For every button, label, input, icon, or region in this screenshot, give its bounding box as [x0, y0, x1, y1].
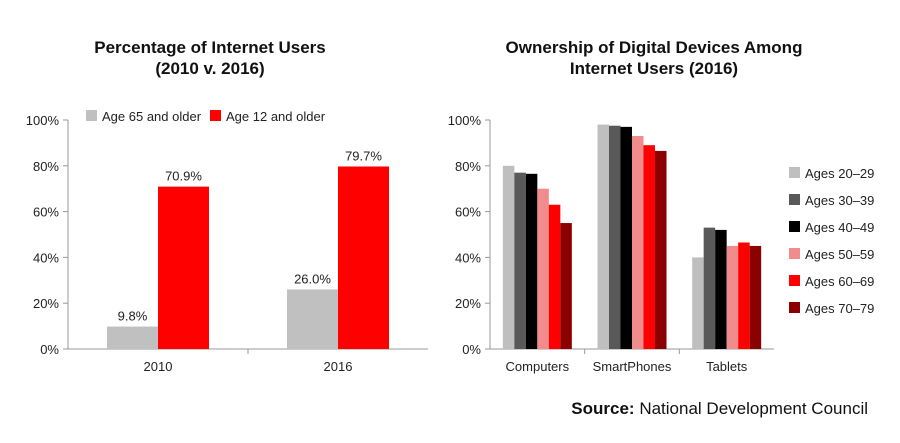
chart1-data-label: 79.7%: [345, 148, 382, 163]
chart1-bar: [158, 186, 209, 349]
chart2-bar: [560, 223, 572, 349]
chart2-legend-label: Ages 70–79: [805, 301, 874, 316]
chart2-y-tick-label: 80%: [455, 159, 481, 174]
chart2-legend-swatch: [789, 221, 800, 232]
chart2-legend-swatch: [789, 194, 800, 205]
chart2-bar: [749, 245, 762, 349]
chart2-legend-swatch: [789, 275, 800, 286]
chart2-y-tick-label: 20%: [455, 296, 481, 311]
chart2-bar: [525, 173, 538, 349]
chart1-title-line: Percentage of Internet Users: [94, 38, 325, 57]
chart2-y-tick-label: 60%: [455, 205, 481, 220]
chart2-category-label: Tablets: [706, 359, 748, 374]
source-label: Source:: [571, 399, 635, 418]
chart2-bar: [692, 257, 704, 349]
chart2-bar: [738, 242, 750, 349]
chart1-y-tick-label: 20%: [33, 296, 59, 311]
chart1-data-label: 9.8%: [118, 309, 148, 324]
chart1-bar: [338, 166, 389, 349]
chart2-legend-label: Ages 20–29: [805, 166, 874, 181]
chart2-legend-label: Ages 40–49: [805, 220, 874, 235]
chart2-y-tick-label: 40%: [455, 250, 481, 265]
chart2-bar: [715, 229, 727, 349]
chart2-legend-label: Ages 60–69: [805, 274, 874, 289]
chart1-y-tick-label: 60%: [33, 205, 59, 220]
chart1-legend-label: Age 65 and older: [102, 109, 202, 124]
chart2-legend-label: Ages 50–59: [805, 247, 874, 262]
chart2-title-line: Internet Users (2016): [570, 59, 738, 78]
source-text: National Development Council: [634, 399, 868, 418]
chart2-bar: [703, 227, 716, 349]
chart1-category-label: 2010: [144, 359, 173, 374]
chart2-bar: [514, 172, 526, 349]
chart2-legend-swatch: [789, 248, 800, 259]
chart2-bar: [726, 245, 739, 349]
chart1-bar: [287, 289, 338, 349]
source-note: Source: National Development Council: [571, 399, 868, 419]
chart2-bar: [548, 204, 561, 349]
chart2-y-tick-label: 0%: [462, 342, 481, 357]
chart2-bar: [609, 125, 621, 349]
chart1-legend-swatch: [210, 110, 221, 121]
chart1-legend-swatch: [86, 110, 97, 121]
chart1-y-tick-label: 80%: [33, 159, 59, 174]
chart2-legend-label: Ages 30–39: [805, 193, 874, 208]
chart2-legend-swatch: [789, 302, 800, 313]
chart1-bar: [107, 326, 158, 349]
chart1-y-tick-label: 100%: [26, 113, 60, 128]
chart2-bar: [632, 136, 644, 349]
chart1-title-line: (2010 v. 2016): [155, 59, 264, 78]
chart2-bar: [597, 124, 609, 349]
chart2-title-line: Ownership of Digital Devices Among: [506, 38, 803, 57]
chart2-legend-swatch: [789, 167, 800, 178]
chart1-category-label: 2016: [324, 359, 353, 374]
chart2-bar: [620, 126, 632, 350]
chart2-bar: [655, 150, 667, 349]
chart2-y-tick-label: 100%: [448, 113, 482, 128]
chart1-legend-label: Age 12 and older: [226, 109, 326, 124]
chart2-category-label: SmartPhones: [593, 359, 672, 374]
chart1-y-tick-label: 0%: [40, 342, 59, 357]
chart2-category-label: Computers: [506, 359, 570, 374]
chart2-bar: [643, 145, 655, 349]
chart1-y-tick-label: 40%: [33, 250, 59, 265]
chart2-bar: [502, 165, 515, 349]
chart2-bar: [537, 188, 549, 349]
chart1-data-label: 26.0%: [294, 271, 331, 286]
chart1-data-label: 70.9%: [165, 169, 202, 184]
